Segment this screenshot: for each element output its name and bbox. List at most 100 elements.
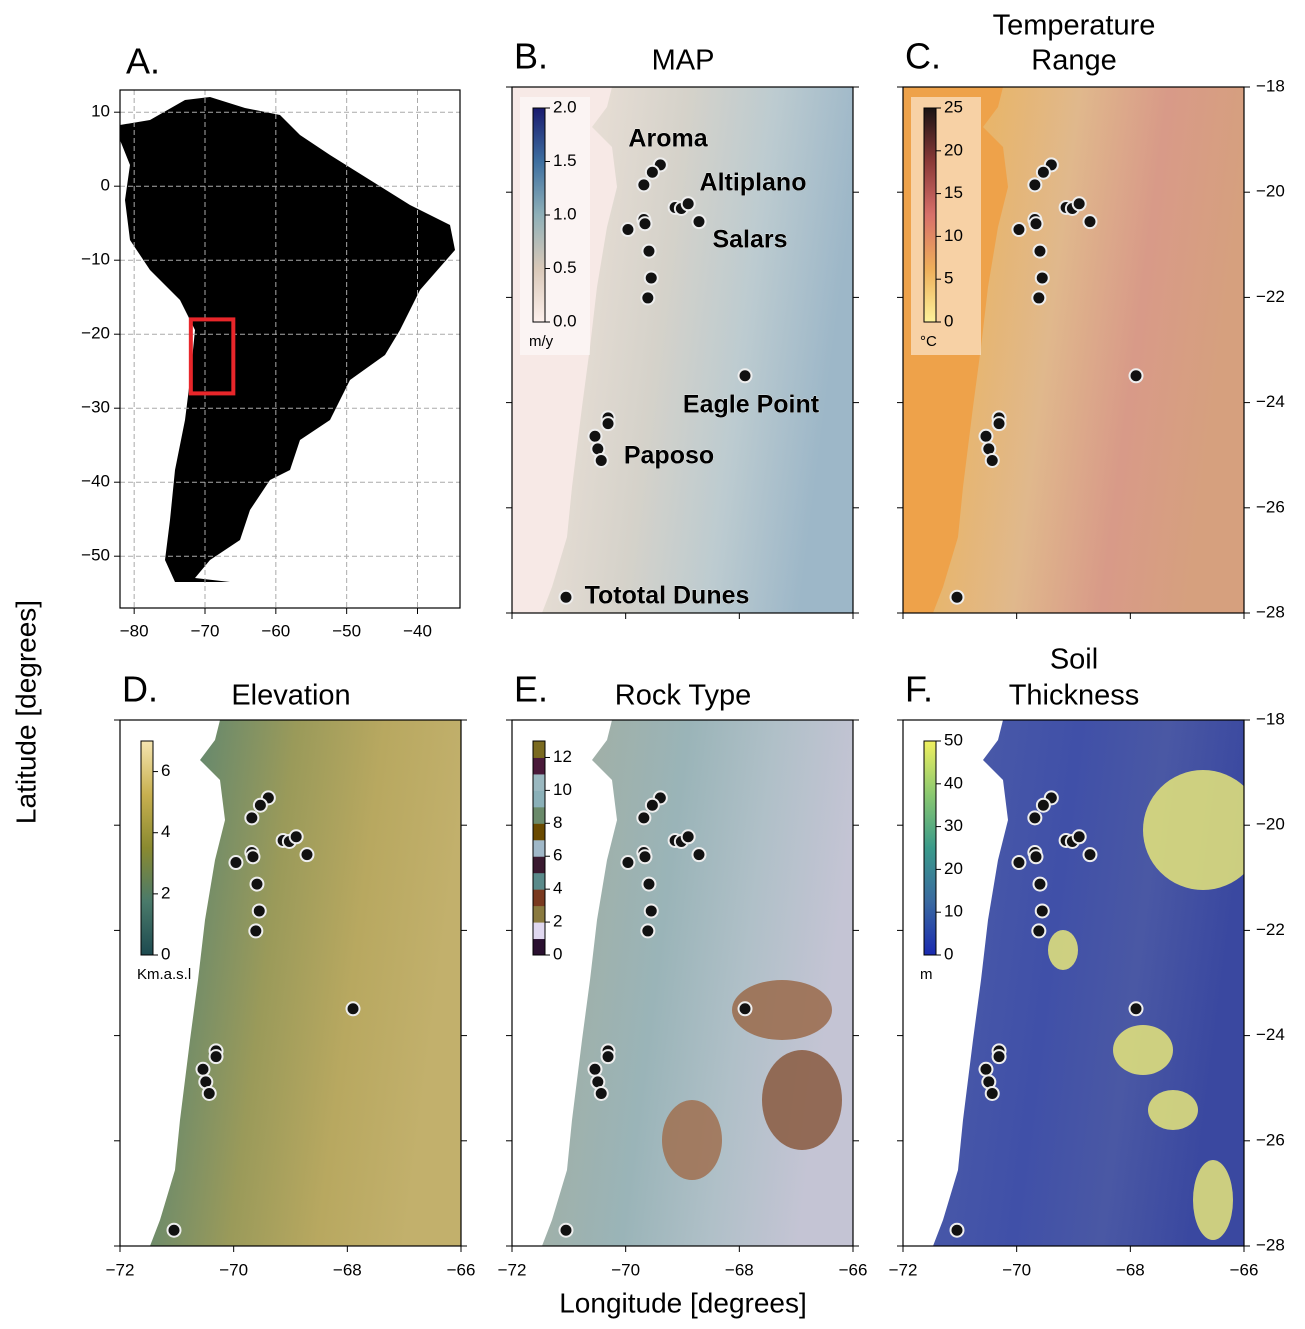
- sample-site: [993, 417, 1006, 430]
- sample-site: [682, 830, 695, 843]
- sample-site: [1130, 369, 1143, 382]
- colorbar: [141, 741, 153, 955]
- panel-title: Thickness: [1009, 680, 1140, 712]
- colorbar-tick-label: 6: [161, 761, 170, 780]
- sample-site: [1083, 215, 1096, 228]
- colorbar-class: [533, 889, 545, 906]
- map-layers: [903, 720, 1263, 1246]
- panel-title: Elevation: [231, 680, 350, 712]
- surface-patch: [1148, 1090, 1198, 1130]
- sample-site: [1036, 904, 1049, 917]
- colorbar-class: [533, 774, 545, 791]
- colorbar-unit: m: [920, 966, 933, 983]
- sample-site: [979, 1063, 992, 1076]
- sample-site: [1083, 848, 1096, 861]
- sample-site: [300, 848, 313, 861]
- y-tick-label: −18: [1256, 76, 1285, 95]
- sample-site: [638, 217, 651, 230]
- x-tick-label: −40: [403, 621, 432, 640]
- sample-site: [595, 454, 608, 467]
- x-tick-label: −70: [611, 1260, 640, 1279]
- x-tick-label: −70: [219, 1260, 248, 1279]
- sample-site: [229, 856, 242, 869]
- sample-site: [637, 811, 650, 824]
- sample-site: [979, 430, 992, 443]
- sample-site: [1037, 799, 1050, 812]
- sample-site: [249, 924, 262, 937]
- sample-site: [250, 878, 263, 891]
- y-tick-label: −10: [81, 250, 110, 269]
- sample-site: [253, 904, 266, 917]
- x-tick-label: −60: [261, 621, 290, 640]
- sample-site: [1012, 223, 1025, 236]
- y-tick-label: −26: [1256, 1130, 1285, 1149]
- colorbar-tick-label: 4: [161, 822, 170, 841]
- colorbar-tick-label: 0: [944, 311, 953, 330]
- x-tick-label: −50: [332, 621, 361, 640]
- colorbar-tick-label: 12: [553, 747, 572, 766]
- place-label: Paposo: [624, 442, 714, 470]
- colorbar-tick-label: 2: [161, 883, 170, 902]
- surface-patch: [1048, 930, 1078, 970]
- sample-site: [347, 1002, 360, 1015]
- x-tick-label: −70: [1002, 1260, 1031, 1279]
- sample-site: [1032, 924, 1045, 937]
- x-tick-label: −68: [725, 1260, 754, 1279]
- sample-site: [621, 856, 634, 869]
- sample-site: [642, 878, 655, 891]
- x-tick-label: −72: [498, 1260, 527, 1279]
- colorbar-class: [533, 906, 545, 923]
- surface-patch: [662, 1100, 722, 1180]
- sample-site: [1037, 166, 1050, 179]
- panel-letter: E.: [514, 669, 548, 710]
- y-axis-label: Latitude [degrees]: [10, 600, 41, 824]
- colorbar-class: [533, 757, 545, 774]
- sample-site: [642, 245, 655, 258]
- surface-patch: [1143, 770, 1263, 890]
- sample-site: [290, 830, 303, 843]
- x-tick-label: −66: [839, 1260, 868, 1279]
- panel-letter: B.: [514, 36, 548, 77]
- sample-site: [602, 417, 615, 430]
- y-tick-label: −30: [81, 398, 110, 417]
- sample-site: [986, 454, 999, 467]
- colorbar-tick-label: 6: [553, 846, 562, 865]
- colorbar-tick-label: 30: [944, 816, 963, 835]
- sample-site: [692, 848, 705, 861]
- sample-site: [254, 799, 267, 812]
- sample-site: [1012, 856, 1025, 869]
- colorbar-class: [533, 840, 545, 857]
- sample-site: [638, 850, 651, 863]
- colorbar-tick-label: 0.5: [553, 258, 577, 277]
- sample-site: [986, 1087, 999, 1100]
- sample-site: [739, 369, 752, 382]
- y-tick-label: 0: [101, 176, 110, 195]
- panel-title: Range: [1031, 45, 1116, 77]
- panel-title: Temperature: [993, 10, 1156, 42]
- colorbar-class: [533, 741, 545, 758]
- x-tick-label: −68: [1116, 1260, 1145, 1279]
- sample-site: [1036, 271, 1049, 284]
- sample-site: [646, 799, 659, 812]
- colorbar-class: [533, 856, 545, 873]
- sample-site: [1073, 197, 1086, 210]
- sample-site: [167, 1224, 180, 1237]
- sample-site: [682, 197, 695, 210]
- sample-site: [588, 430, 601, 443]
- sample-site: [588, 1063, 601, 1076]
- sample-site: [950, 1224, 963, 1237]
- colorbar-tick-label: 1.0: [553, 204, 577, 223]
- place-label: Altiplano: [700, 169, 807, 197]
- x-tick-label: −72: [106, 1260, 135, 1279]
- colorbar-tick-label: 10: [553, 780, 572, 799]
- figure: Longitude [degrees] Latitude [degrees] −…: [0, 0, 1305, 1324]
- colorbar-tick-label: 20: [944, 140, 963, 159]
- colorbar-tick-label: 10: [944, 226, 963, 245]
- panel-letter: D.: [122, 669, 158, 710]
- sample-site: [246, 850, 259, 863]
- place-label: Tototal Dunes: [585, 582, 750, 610]
- surface-patch: [1193, 1160, 1233, 1240]
- colorbar-tick-label: 0: [553, 944, 562, 963]
- map-panel: B.MAPAromaAltiplanoSalarsEagle PointPapo…: [506, 36, 859, 619]
